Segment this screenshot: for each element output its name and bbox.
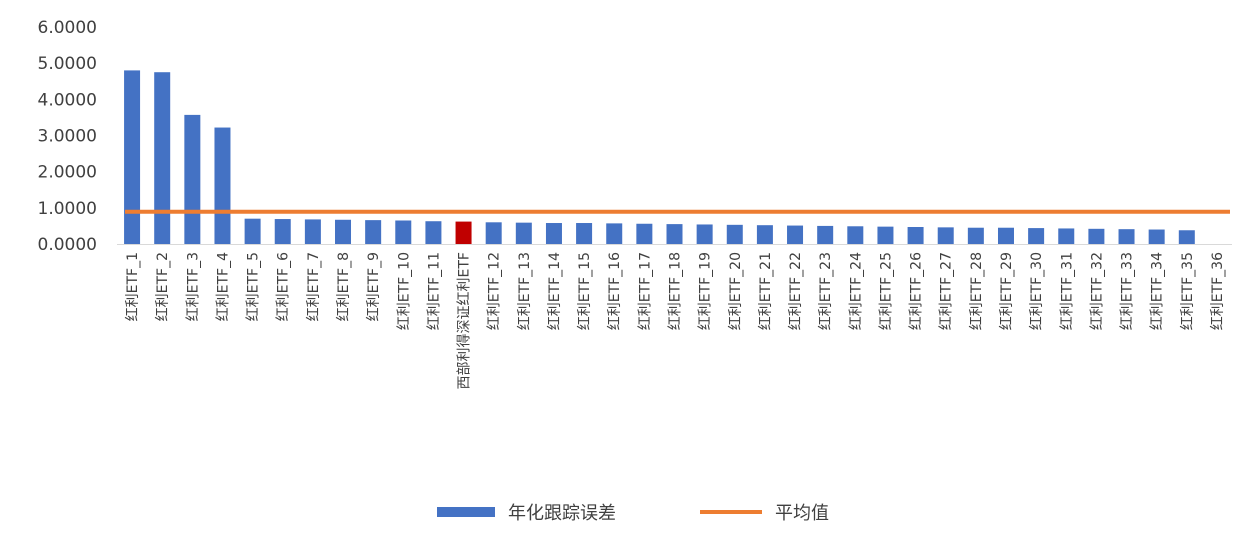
bar bbox=[787, 225, 804, 244]
x-tick-label: 红利ETF_7 bbox=[306, 252, 322, 321]
x-tick-label: 红利ETF_13 bbox=[517, 252, 533, 330]
x-tick-label: 红利ETF_9 bbox=[366, 252, 382, 321]
x-tick-label: 红利ETF_5 bbox=[246, 252, 262, 321]
y-axis: 0.0000 1.0000 2.0000 3.0000 4.0000 5.0000 6.00… bbox=[38, 18, 97, 255]
bar bbox=[335, 219, 352, 244]
bar bbox=[817, 225, 834, 244]
bar bbox=[1088, 228, 1105, 244]
x-tick-label: 红利ETF_14 bbox=[547, 252, 563, 330]
bar bbox=[304, 219, 321, 244]
x-axis: 红利ETF_1 红利ETF_2 红利ETF_3 红利ETF_4 红利ETF_5 红利ETF… bbox=[117, 244, 1232, 389]
bar bbox=[485, 222, 502, 244]
x-tick-label: 红利ETF_1 bbox=[125, 252, 141, 321]
bar bbox=[636, 223, 653, 244]
bar bbox=[606, 223, 623, 244]
bar bbox=[907, 227, 924, 244]
x-tick-label: 红利ETF_28 bbox=[969, 252, 985, 330]
bar bbox=[274, 219, 291, 244]
x-tick-label: 红利ETF_4 bbox=[215, 252, 231, 321]
bar bbox=[877, 226, 894, 244]
y-tick-label: 2.0000 bbox=[38, 163, 97, 183]
bar bbox=[1118, 229, 1135, 244]
bar bbox=[214, 127, 231, 244]
x-tick-label: 红利ETF_8 bbox=[336, 252, 352, 321]
legend-label-line: 平均值 bbox=[775, 503, 829, 524]
bar bbox=[696, 224, 713, 244]
y-tick-label: 5.0000 bbox=[38, 54, 97, 74]
bar bbox=[1058, 228, 1075, 244]
bars bbox=[124, 70, 1195, 245]
x-tick-label: 红利ETF_21 bbox=[758, 252, 774, 330]
legend-swatch-bar bbox=[437, 507, 495, 517]
bar bbox=[726, 224, 743, 244]
x-tick-label: 红利ETF_17 bbox=[637, 252, 653, 330]
x-tick-label: 红利ETF_26 bbox=[909, 252, 925, 330]
bar bbox=[244, 218, 261, 244]
y-tick-label: 4.0000 bbox=[38, 90, 97, 110]
bar bbox=[395, 220, 412, 244]
x-tick-label: 西部利得深证红利ETF bbox=[456, 252, 473, 389]
x-tick-label: 红利ETF_11 bbox=[426, 252, 442, 330]
bar bbox=[184, 114, 201, 244]
x-tick-label: 红利ETF_12 bbox=[487, 252, 503, 330]
x-tick-label: 红利ETF_20 bbox=[728, 252, 744, 330]
x-tick-label: 红利ETF_10 bbox=[396, 252, 412, 330]
x-tick-label: 红利ETF_30 bbox=[1029, 252, 1045, 330]
x-tick-label: 红利ETF_31 bbox=[1059, 252, 1075, 330]
x-tick-label: 红利ETF_3 bbox=[185, 252, 201, 321]
x-tick-label: 红利ETF_36 bbox=[1210, 252, 1226, 330]
x-tick-label: 红利ETF_32 bbox=[1089, 252, 1105, 330]
x-tick-label: 红利ETF_33 bbox=[1120, 252, 1136, 330]
y-tick-label: 1.0000 bbox=[38, 199, 97, 219]
bar bbox=[937, 227, 954, 244]
y-tick-label: 6.0000 bbox=[38, 18, 97, 38]
x-tick-label: 红利ETF_34 bbox=[1150, 252, 1166, 330]
x-tick-label: 红利ETF_18 bbox=[668, 252, 684, 330]
x-tick-label: 红利ETF_16 bbox=[607, 252, 623, 330]
bar bbox=[545, 223, 562, 244]
bar bbox=[124, 70, 141, 245]
x-tick-label: 红利ETF_29 bbox=[999, 252, 1015, 330]
bar bbox=[425, 221, 442, 244]
bar bbox=[967, 227, 984, 244]
x-tick-label: 红利ETF_24 bbox=[848, 252, 864, 330]
bar bbox=[1148, 229, 1165, 244]
x-tick-label: 红利ETF_6 bbox=[276, 252, 292, 321]
bar bbox=[847, 226, 864, 244]
legend: 年化跟踪误差 平均值 bbox=[437, 503, 829, 524]
bar bbox=[756, 225, 773, 244]
x-tick-label: 红利ETF_19 bbox=[698, 252, 714, 330]
x-tick-label: 红利ETF_2 bbox=[155, 252, 171, 321]
bar bbox=[576, 223, 593, 244]
bar bbox=[154, 72, 171, 245]
x-tick-label: 红利ETF_22 bbox=[788, 252, 804, 330]
bar bbox=[365, 220, 382, 244]
x-tick-label: 红利ETF_25 bbox=[878, 252, 894, 330]
y-tick-label: 3.0000 bbox=[38, 127, 97, 147]
bar bbox=[515, 222, 532, 244]
y-tick-label: 0.0000 bbox=[38, 235, 97, 255]
bar bbox=[666, 224, 683, 244]
x-tick-label: 红利ETF_15 bbox=[577, 252, 593, 330]
x-tick-label: 红利ETF_27 bbox=[939, 252, 955, 330]
highlight-bar bbox=[455, 221, 472, 244]
x-tick-label: 红利ETF_23 bbox=[818, 252, 834, 330]
bar bbox=[1178, 230, 1195, 244]
bar bbox=[997, 227, 1014, 244]
legend-label-bar: 年化跟踪误差 bbox=[508, 503, 616, 524]
bar bbox=[1028, 228, 1045, 244]
x-tick-label: 红利ETF_35 bbox=[1180, 252, 1196, 330]
